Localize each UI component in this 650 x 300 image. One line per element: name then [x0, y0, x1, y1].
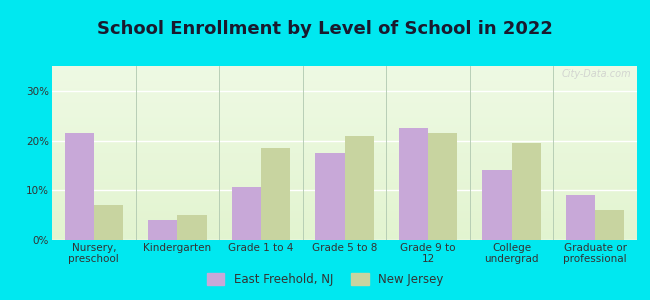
- Text: School Enrollment by Level of School in 2022: School Enrollment by Level of School in …: [97, 20, 553, 38]
- Bar: [566, 195, 595, 240]
- Bar: [512, 143, 541, 240]
- Bar: [177, 215, 207, 240]
- Bar: [231, 187, 261, 240]
- Bar: [482, 170, 512, 240]
- Bar: [428, 133, 458, 240]
- Bar: [399, 128, 428, 240]
- Legend: East Freehold, NJ, New Jersey: East Freehold, NJ, New Jersey: [202, 268, 448, 291]
- Bar: [315, 153, 344, 240]
- Bar: [344, 136, 374, 240]
- Bar: [94, 205, 123, 240]
- Bar: [64, 133, 94, 240]
- Text: City-Data.com: City-Data.com: [562, 70, 631, 80]
- Bar: [261, 148, 290, 240]
- Bar: [148, 220, 177, 240]
- Bar: [595, 210, 625, 240]
